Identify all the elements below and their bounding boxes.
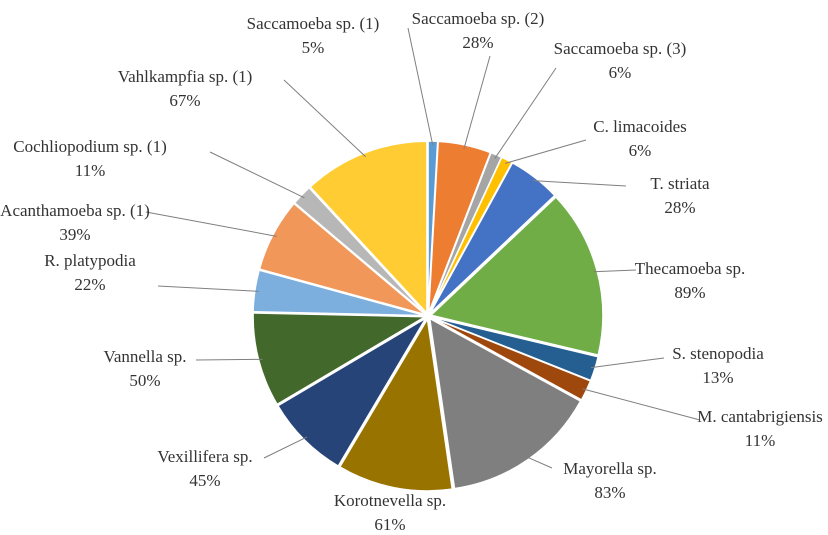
leader-line: [209, 151, 305, 199]
slice-label: R. platypodia: [44, 251, 136, 270]
pie-slice: [429, 161, 556, 315]
leader-line: [263, 436, 308, 459]
value-label: 28%: [664, 198, 695, 217]
pie-slice: [252, 312, 428, 406]
value-label: 89%: [674, 283, 705, 302]
value-label: 45%: [189, 471, 220, 490]
leader-line: [494, 67, 557, 159]
pie-slice: [429, 195, 604, 357]
slice-label: Acanthamoeba sp. (1): [0, 201, 150, 220]
slice-label: M. cantabrigiensis: [697, 407, 823, 426]
leader-line: [525, 455, 553, 469]
value-label: 61%: [374, 515, 405, 534]
leader-line: [590, 357, 665, 369]
leader-line: [593, 269, 637, 273]
value-label: 6%: [609, 63, 632, 82]
value-label: 11%: [745, 431, 776, 450]
value-label: 5%: [302, 38, 325, 57]
value-label: 67%: [169, 91, 200, 110]
slice-label: Saccamoeba sp. (3): [554, 39, 687, 58]
value-label: 13%: [702, 368, 733, 387]
leader-line: [283, 79, 366, 158]
value-label: 22%: [74, 275, 105, 294]
pie-slice: [430, 316, 592, 401]
value-label: 50%: [129, 371, 160, 390]
leader-line: [504, 139, 587, 164]
leader-line: [407, 27, 434, 146]
slice-label: Saccamoeba sp. (1): [247, 14, 380, 33]
pie-slice: [309, 140, 428, 316]
value-label: 83%: [594, 483, 625, 502]
value-label: 28%: [462, 33, 493, 52]
slice-label: Vannella sp.: [103, 347, 186, 366]
pie-slice: [428, 317, 582, 490]
pie-slice: [276, 317, 427, 468]
slice-label: Thecamoeba sp.: [635, 259, 745, 278]
value-label: 39%: [59, 225, 90, 244]
slice-label: Saccamoeba sp. (2): [412, 9, 545, 28]
value-label: 11%: [75, 161, 106, 180]
value-label: 6%: [629, 141, 652, 160]
slice-label: T. striata: [650, 174, 710, 193]
slice-label: S. stenopodia: [672, 344, 764, 363]
pie-slice: [258, 202, 426, 316]
pie-slice: [338, 316, 454, 492]
slice-label: Vahlkampfia sp. (1): [118, 67, 253, 86]
slice-label: Korotnevella sp.: [334, 491, 446, 510]
slice-label: Mayorella sp.: [563, 459, 656, 478]
leader-line: [157, 285, 259, 292]
slice-label: Cochliopodium sp. (1): [13, 137, 166, 156]
pie-slice: [293, 186, 427, 315]
leader-line: [463, 55, 491, 149]
slice-label: Vexillifera sp.: [157, 447, 252, 466]
leader-line: [195, 358, 263, 361]
leader-line: [532, 180, 627, 187]
leader-line: [145, 211, 277, 237]
slice-label: C. limacoides: [593, 117, 686, 136]
leader-line: [582, 388, 701, 421]
